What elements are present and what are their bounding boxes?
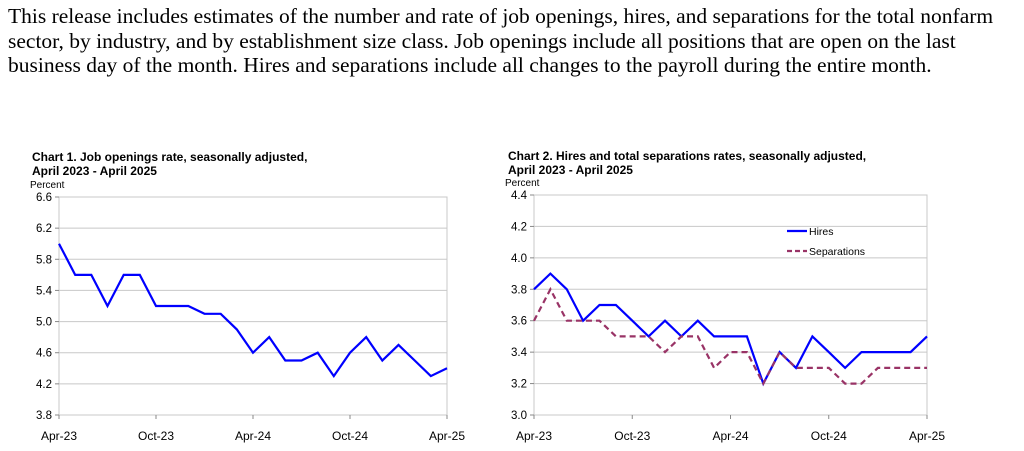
chart1-y-tick-label: 6.6: [36, 192, 52, 204]
chart2-ylabel: Percent: [505, 178, 540, 189]
chart1-series-line: [58, 243, 448, 379]
chart2-y-tick-label: 3.8: [511, 284, 527, 296]
chart1-y-tick-label: 4.6: [36, 348, 52, 360]
chart1-x-tick-label: Apr-25: [429, 429, 465, 443]
chart2-y-tick-label: 3.0: [511, 410, 527, 422]
chart2-y-tick-label: 3.6: [511, 316, 527, 328]
chart1-title: Chart 1. Job openings rate, seasonally a…: [32, 150, 307, 178]
chart2-x-tick-label: Apr-25: [909, 429, 945, 443]
chart2-series-separations: [533, 286, 927, 386]
chart1-y-tick-label: 5.8: [36, 254, 52, 266]
chart1-y-tick-label: 3.8: [36, 410, 52, 422]
chart2-x-tick-label: Apr-23: [516, 429, 552, 443]
chart1-y-tick-label: 6.2: [36, 223, 52, 235]
chart1-x-tick-label: Oct-23: [138, 429, 174, 443]
chart1-y-tick-label: 4.2: [36, 379, 52, 391]
chart1-x-tick-label: Apr-23: [41, 429, 77, 443]
chart2-legend-label-hires: Hires: [809, 226, 834, 238]
chart1-ylabel: Percent: [30, 180, 65, 191]
chart2-series-hires: [533, 272, 928, 387]
chart1-y-tick-label: 5.0: [36, 317, 52, 329]
chart1-x-tick-label: Oct-24: [332, 429, 368, 443]
chart2-x-tick-label: Apr-24: [712, 429, 748, 443]
chart1-title-line2: April 2023 - April 2025: [32, 164, 157, 178]
chart2-y-tick-label: 4.0: [511, 253, 527, 265]
chart2-y-tick-label: 3.4: [511, 347, 528, 359]
chart2-x-tick-label: Oct-24: [811, 429, 847, 443]
chart2-title-line2: April 2023 - April 2025: [508, 163, 633, 177]
chart2-title: Chart 2. Hires and total separations rat…: [508, 149, 866, 177]
chart2-y-tick-label: 4.2: [511, 221, 527, 233]
chart2-y-tick-label: 3.2: [511, 379, 527, 391]
chart2-plot-frame: [533, 194, 928, 416]
chart1-x-tick-label: Apr-24: [235, 429, 271, 443]
chart1-title-line1: Chart 1. Job openings rate, seasonally a…: [32, 150, 308, 164]
intro-paragraph: This release includes estimates of the n…: [8, 4, 994, 77]
chart1-y-tick-label: 5.4: [36, 285, 53, 297]
chart2-y-tick-label: 4.4: [511, 190, 528, 202]
chart2-x-tick-label: Oct-23: [614, 429, 650, 443]
chart2-legend-label-separations: Separations: [809, 246, 865, 258]
chart2-title-line1: Chart 2. Hires and total separations rat…: [508, 149, 867, 163]
